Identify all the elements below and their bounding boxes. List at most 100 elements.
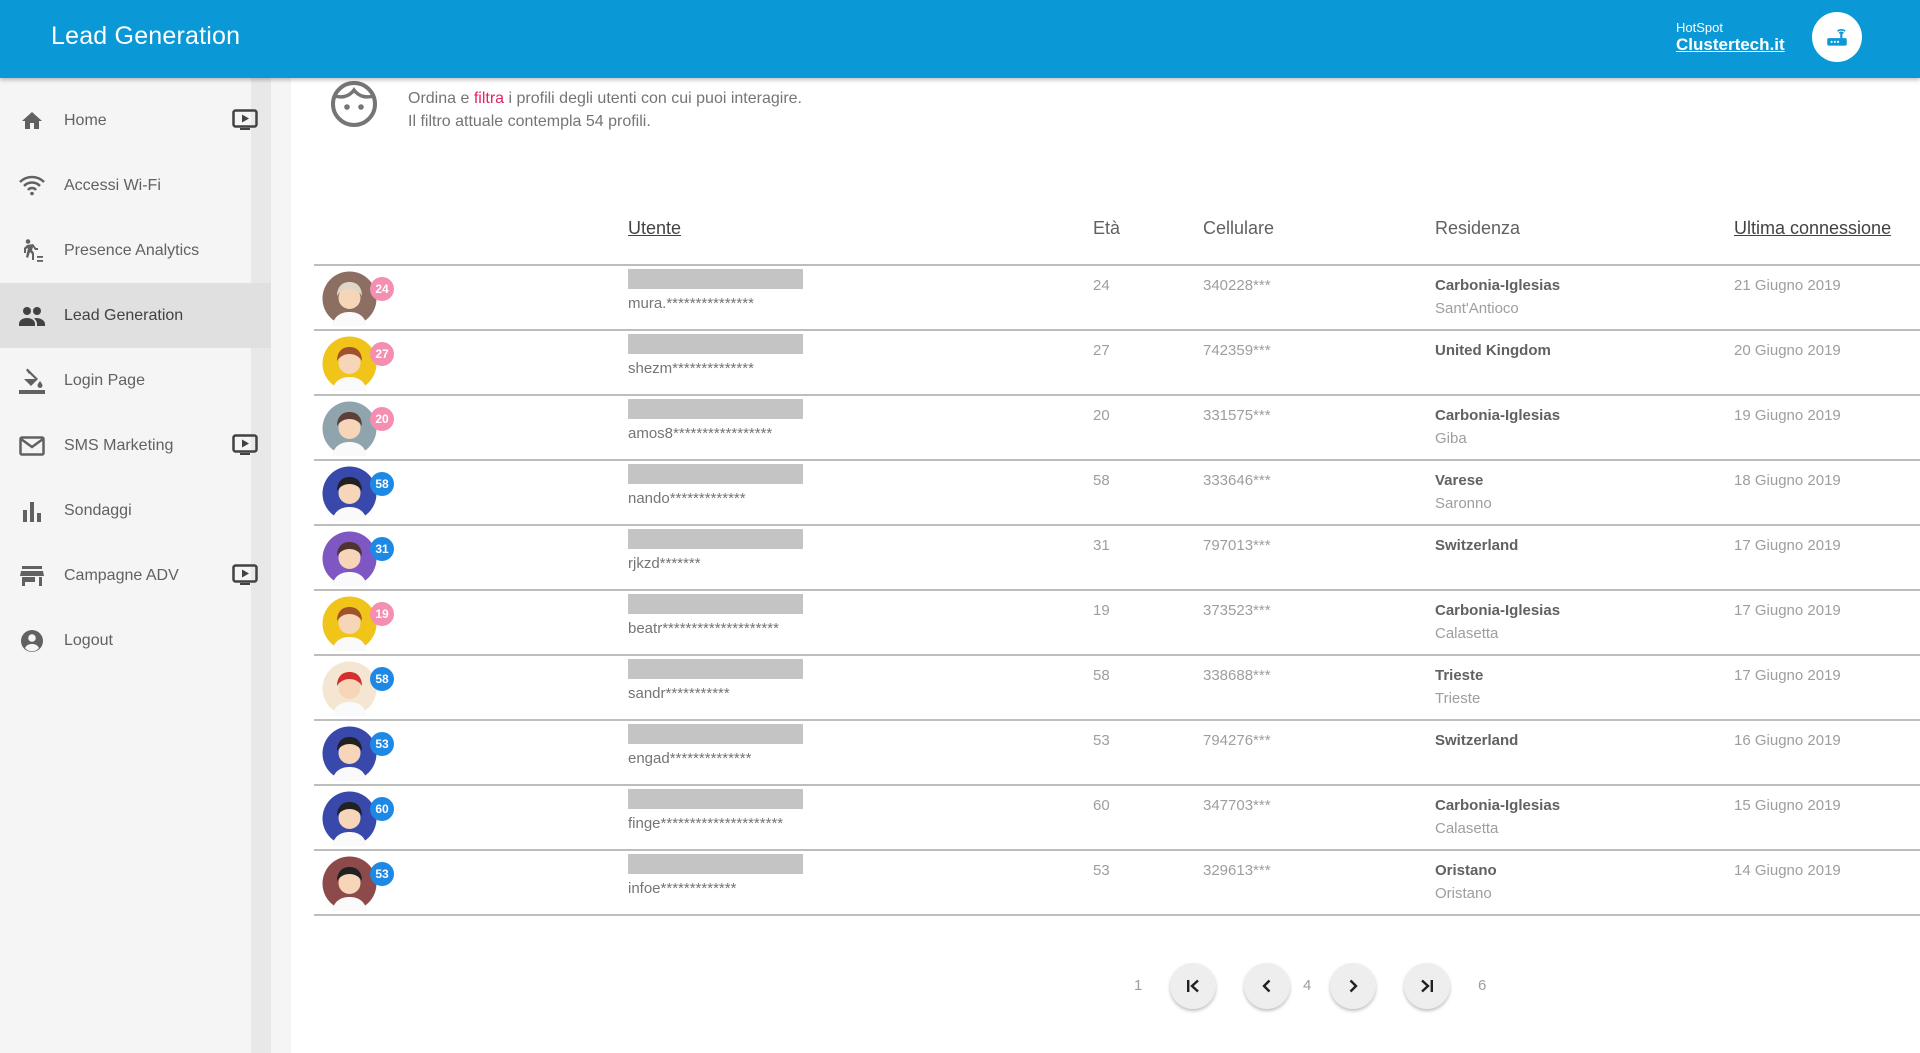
phone-cell: 331575*** — [1203, 407, 1271, 424]
page-last-number: 6 — [1478, 977, 1487, 994]
main-content: Ordina e filtra i profili degli utenti c… — [291, 78, 1920, 1053]
residence-city: Saronno — [1435, 495, 1492, 512]
intro-text: Ordina e filtra i profili degli utenti c… — [408, 87, 802, 133]
redacted-name — [628, 659, 803, 679]
page-title: Lead Generation — [51, 22, 241, 50]
sidebar-item-accessi-wifi[interactable]: Accessi Wi-Fi — [0, 153, 271, 218]
sidebar-item-sms-marketing[interactable]: SMS Marketing — [0, 413, 271, 478]
residence-region: United Kingdom — [1435, 342, 1551, 359]
people-icon — [18, 302, 46, 330]
residence-city: Oristano — [1435, 885, 1492, 902]
table-row[interactable]: 58 nando************* 58 333646*** Varese Sar… — [314, 461, 1920, 526]
username: infoe************* — [628, 880, 737, 897]
table-row[interactable]: 53 engad************** 53 794276*** Switzerl… — [314, 721, 1920, 786]
table-header: Utente Età Cellulare Residenza Ultima co… — [314, 196, 1920, 266]
avatar: 58 — [322, 661, 394, 716]
residence-region: Carbonia-Iglesias — [1435, 602, 1561, 619]
last-connection-cell: 15 Giugno 2019 — [1734, 797, 1841, 814]
age-cell: 31 — [1093, 537, 1110, 554]
wifi-icon — [18, 172, 46, 200]
residence-region: Oristano — [1435, 862, 1497, 879]
intro-post: i profili degli utenti con cui puoi inte… — [504, 90, 802, 107]
table-row[interactable]: 20 amos8***************** 20 331575*** Carbo… — [314, 396, 1920, 461]
sidebar-item-lead-generation[interactable]: Lead Generation — [0, 283, 271, 348]
redacted-name — [628, 529, 803, 549]
sidebar-item-label: Presence Analytics — [64, 241, 200, 259]
age-cell: 60 — [1093, 797, 1110, 814]
last-page-button[interactable] — [1404, 963, 1450, 1009]
video-tutorial-icon[interactable] — [232, 109, 258, 136]
residence-city: Sant'Antioco — [1435, 300, 1519, 317]
top-app-bar: Lead Generation HotSpot Clustertech.it — [0, 0, 1920, 78]
avatar: 24 — [322, 271, 394, 326]
phone-cell: 742359*** — [1203, 342, 1271, 359]
phone-cell: 333646*** — [1203, 472, 1271, 489]
next-page-button[interactable] — [1330, 963, 1376, 1009]
sidebar-item-label: Campagne ADV — [64, 566, 179, 584]
prev-page-button[interactable] — [1244, 963, 1290, 1009]
brand-link[interactable]: Clustertech.it — [1676, 35, 1785, 54]
residence-region: Switzerland — [1435, 537, 1519, 554]
table-row[interactable]: 53 infoe************* 53 329613*** Oristano O… — [314, 851, 1920, 916]
table-row[interactable]: 60 finge********************* 60 347703*** C… — [314, 786, 1920, 851]
age-cell: 58 — [1093, 667, 1110, 684]
brand-logo[interactable]: HotSpot Clustertech.it — [1676, 21, 1785, 53]
sidebar-item-presence-analytics[interactable]: Presence Analytics — [0, 218, 271, 283]
avatar: 31 — [322, 531, 394, 586]
residence-region: Varese — [1435, 472, 1484, 489]
phone-cell: 338688*** — [1203, 667, 1271, 684]
chevron-right-icon — [1349, 979, 1358, 993]
username: shezm************** — [628, 360, 754, 377]
current-page: 4 — [1303, 977, 1312, 994]
age-cell: 19 — [1093, 602, 1110, 619]
redacted-name — [628, 724, 803, 744]
username: sandr*********** — [628, 685, 730, 702]
age-cell: 20 — [1093, 407, 1110, 424]
sidebar-item-logout[interactable]: Logout — [0, 608, 271, 673]
username: mura.*************** — [628, 295, 754, 312]
redacted-name — [628, 399, 803, 419]
sidebar-item-sondaggi[interactable]: Sondaggi — [0, 478, 271, 543]
age-cell: 27 — [1093, 342, 1110, 359]
router-button[interactable] — [1812, 12, 1862, 62]
avatar: 58 — [322, 466, 394, 521]
table-row[interactable]: 27 shezm************** 27 742359*** United K… — [314, 331, 1920, 396]
redacted-name — [628, 594, 803, 614]
table-row[interactable]: 58 sandr*********** 58 338688*** Trieste Trie… — [314, 656, 1920, 721]
phone-cell: 794276*** — [1203, 732, 1271, 749]
sidebar-item-label: Login Page — [64, 371, 145, 389]
table-row[interactable]: 24 mura.*************** 24 340228*** Carboni… — [314, 266, 1920, 331]
last-connection-cell: 21 Giugno 2019 — [1734, 277, 1841, 294]
last-connection-cell: 17 Giugno 2019 — [1734, 667, 1841, 684]
residence-region: Carbonia-Iglesias — [1435, 277, 1561, 294]
video-tutorial-icon[interactable] — [232, 434, 258, 461]
first-page-button[interactable] — [1170, 963, 1216, 1009]
residence-region: Carbonia-Iglesias — [1435, 797, 1561, 814]
table-row[interactable]: 19 beatr******************** 19 373523*** Ca… — [314, 591, 1920, 656]
store-icon — [18, 562, 46, 590]
age-badge: 19 — [370, 602, 394, 626]
residence-city: Calasetta — [1435, 625, 1499, 642]
sidebar-item-home[interactable]: Home — [0, 88, 271, 153]
paint-bucket-icon — [18, 367, 46, 395]
avatar: 19 — [322, 596, 394, 651]
table-row[interactable]: 31 rjkzd******* 31 797013*** Switzerland 17 G… — [314, 526, 1920, 591]
home-icon — [18, 107, 46, 135]
last-connection-cell: 16 Giugno 2019 — [1734, 732, 1841, 749]
phone-cell: 797013*** — [1203, 537, 1271, 554]
sidebar-item-campagne-adv[interactable]: Campagne ADV — [0, 543, 271, 608]
phone-cell: 329613*** — [1203, 862, 1271, 879]
phone-cell: 373523*** — [1203, 602, 1271, 619]
avatar: 27 — [322, 336, 394, 391]
profiles-table: Utente Età Cellulare Residenza Ultima co… — [314, 196, 1920, 916]
username: nando************* — [628, 490, 746, 507]
redacted-name — [628, 854, 803, 874]
filter-link[interactable]: filtra — [473, 90, 505, 107]
column-header-ultima-connessione[interactable]: Ultima connessione — [1734, 218, 1892, 238]
video-tutorial-icon[interactable] — [232, 564, 258, 591]
pagination: 1 4 6 — [291, 963, 1920, 1013]
sidebar-item-login-page[interactable]: Login Page — [0, 348, 271, 413]
username: rjkzd******* — [628, 555, 701, 572]
column-header-utente[interactable]: Utente — [628, 218, 682, 238]
last-connection-cell: 17 Giugno 2019 — [1734, 602, 1841, 619]
